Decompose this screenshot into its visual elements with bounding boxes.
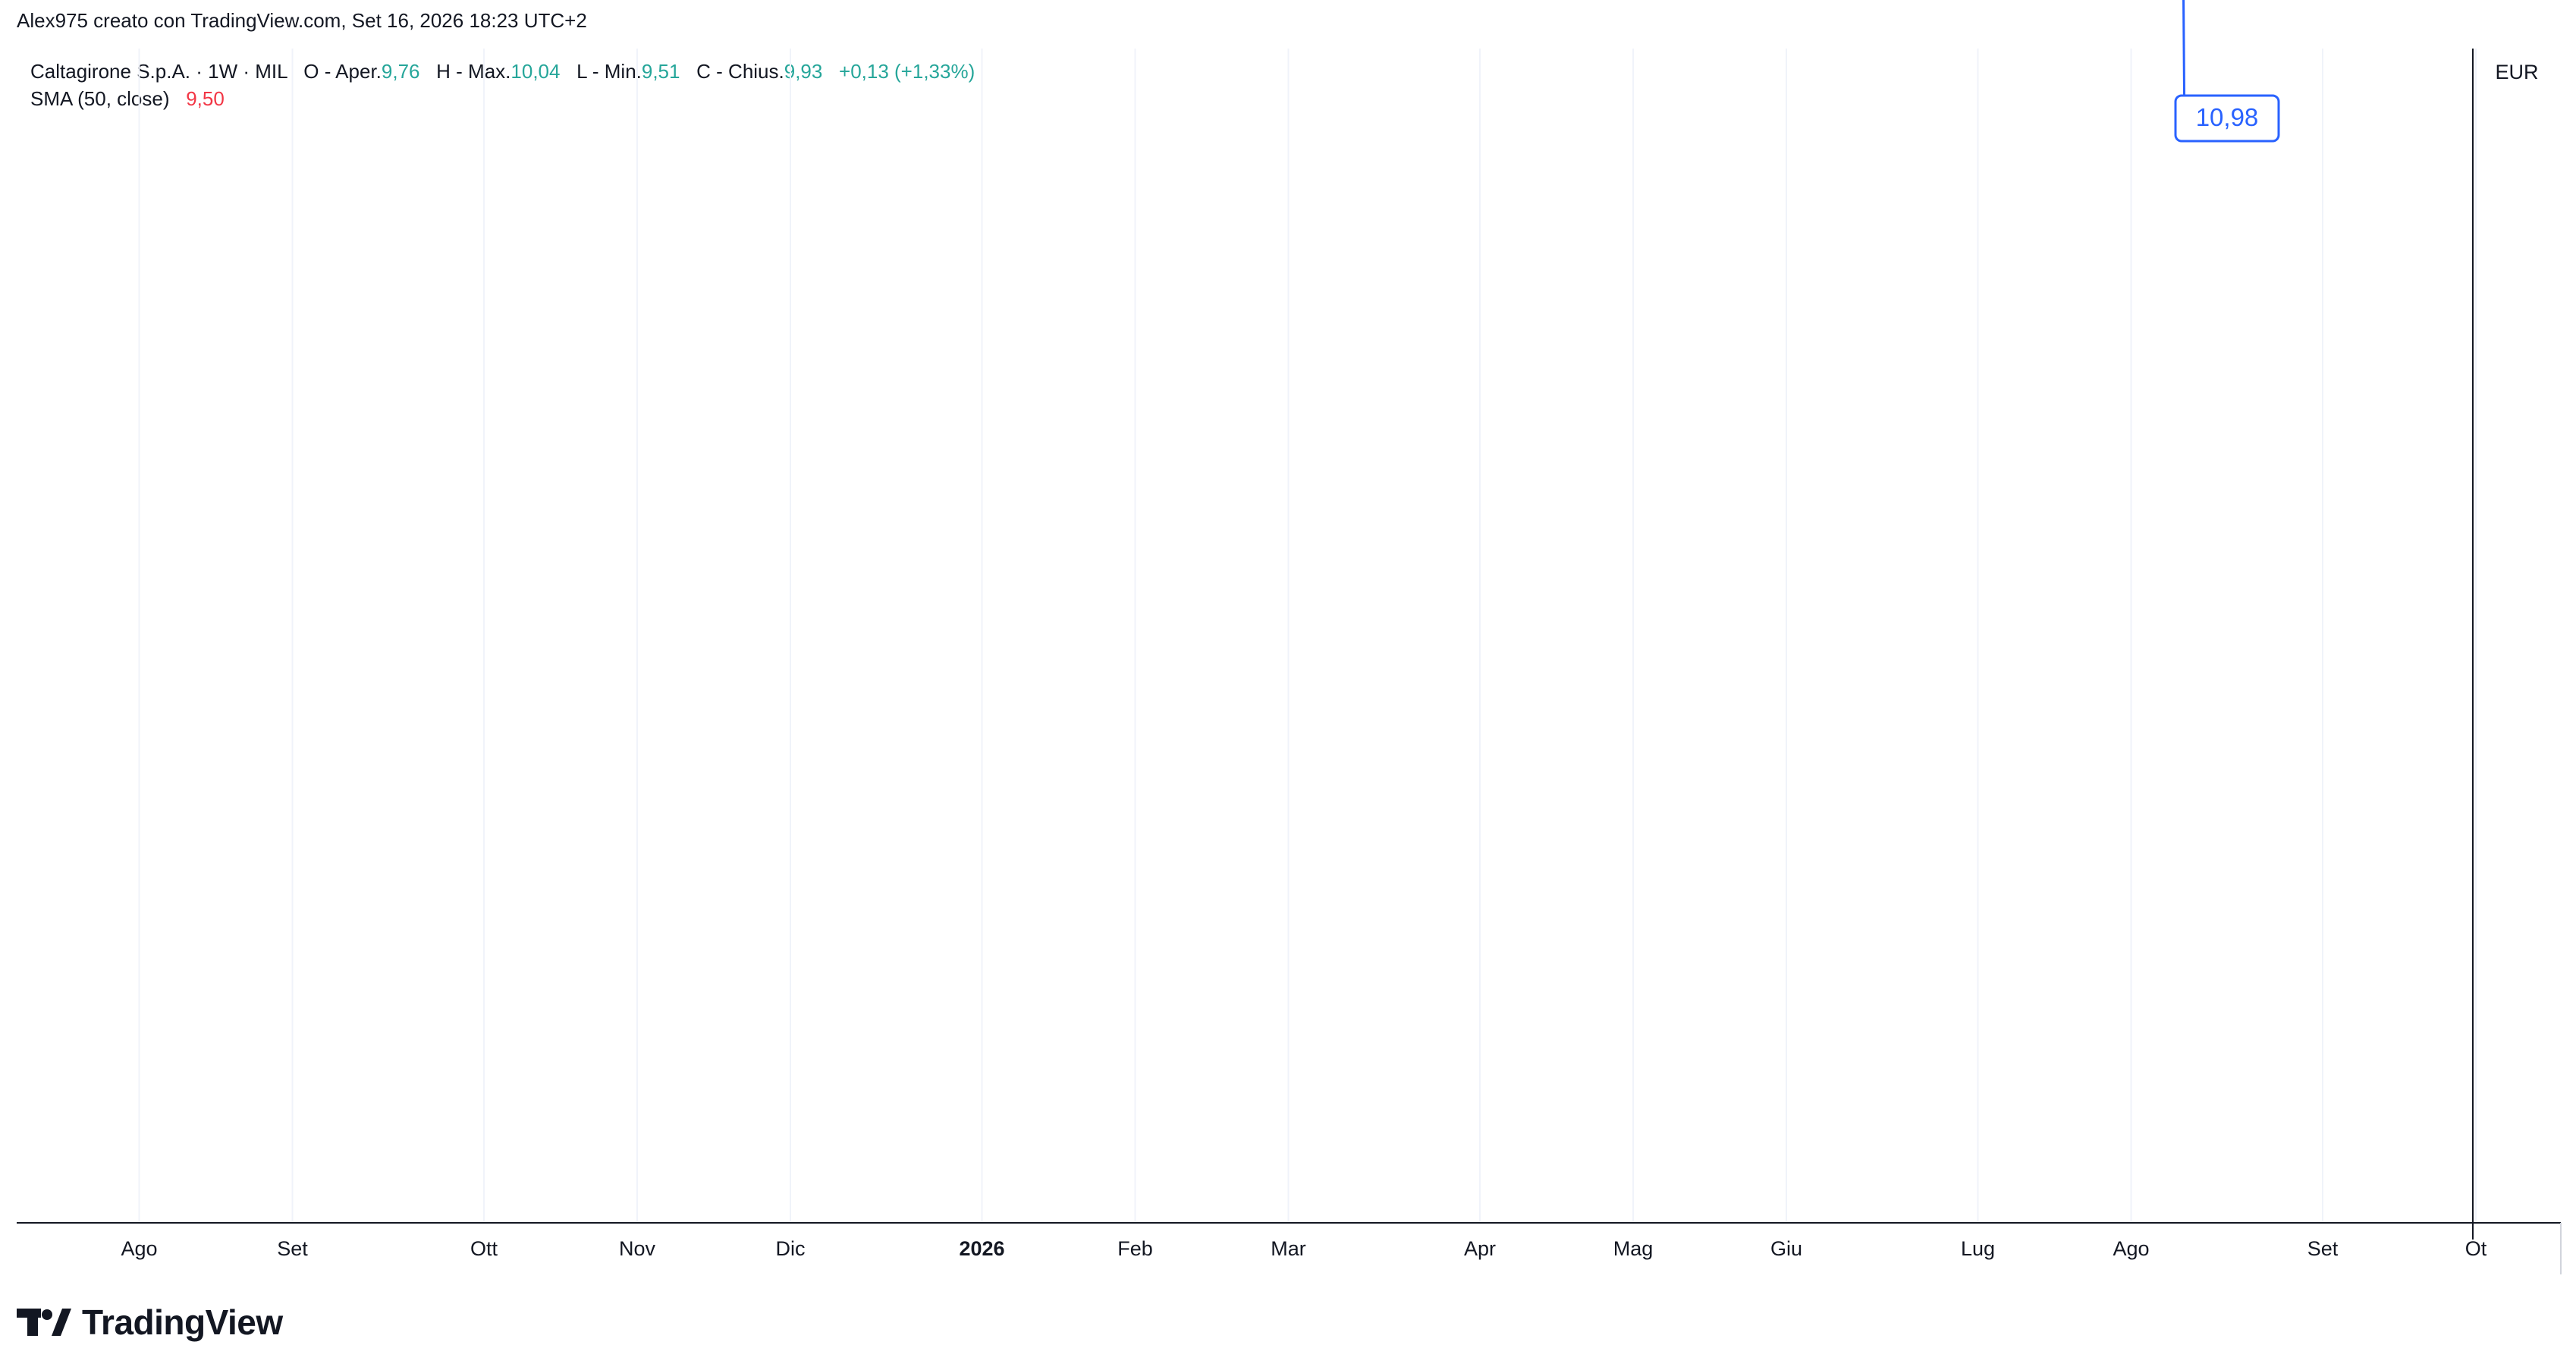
x-tick-label: Ot — [2465, 1237, 2487, 1260]
chart-legend: Caltagirone S.p.A. · 1W · MIL O - Aper.9… — [30, 58, 975, 112]
low-label: L - Min. — [576, 60, 642, 83]
x-tick-label: Set — [2307, 1237, 2339, 1260]
tradingview-brand[interactable]: TradingView — [17, 1302, 283, 1343]
grid — [138, 49, 2477, 1223]
brand-name: TradingView — [82, 1302, 283, 1342]
x-tick-label: Giu — [1770, 1237, 1802, 1260]
currency-label: EUR — [2495, 61, 2538, 83]
x-tick-label: Mar — [1271, 1237, 1306, 1260]
peak-callout-label: 10,98 — [2196, 103, 2259, 131]
ohlc-legend-row: Caltagirone S.p.A. · 1W · MIL O - Aper.9… — [30, 58, 975, 85]
x-tick-label: Apr — [1464, 1237, 1496, 1260]
x-tick-label: Nov — [619, 1237, 656, 1260]
change-value: +0,13 (+1,33%) — [839, 60, 975, 83]
chart-caption: Alex975 creato con TradingView.com, Set … — [17, 9, 587, 32]
sma-legend-row: SMA (50, close) 9,50 — [30, 85, 975, 112]
high-value: 10,04 — [510, 60, 561, 83]
x-tick-label: Ago — [121, 1237, 157, 1260]
symbol-label[interactable]: Caltagirone S.p.A. · 1W · MIL — [30, 60, 287, 83]
axes: 6,507,007,508,008,509,009,5010,0010,5011… — [17, 49, 2562, 1274]
x-tick-label: 2026 — [959, 1237, 1004, 1260]
high-label: H - Max. — [436, 60, 511, 83]
x-tick-label: Feb — [1117, 1237, 1153, 1260]
open-value: 9,76 — [381, 60, 420, 83]
x-tick-label: Dic — [776, 1237, 806, 1260]
x-tick-label: Ago — [2113, 1237, 2149, 1260]
low-value: 9,51 — [641, 60, 680, 83]
sma-label[interactable]: SMA (50, close) — [30, 87, 170, 110]
x-tick-label: Lug — [1961, 1237, 1995, 1260]
x-tick-label: Mag — [1613, 1237, 1654, 1260]
tradingview-logo-icon — [17, 1309, 71, 1336]
x-tick-label: Set — [277, 1237, 308, 1260]
peak-callout-box — [2174, 94, 2280, 143]
annotations: Resistenza0,38,50,Supporto10,98 — [2174, 0, 2280, 143]
open-label: O - Aper. — [303, 60, 382, 83]
sma-value: 9,50 — [186, 87, 225, 110]
close-label: C - Chius. — [696, 60, 784, 83]
x-tick-label: Ott — [470, 1237, 498, 1260]
